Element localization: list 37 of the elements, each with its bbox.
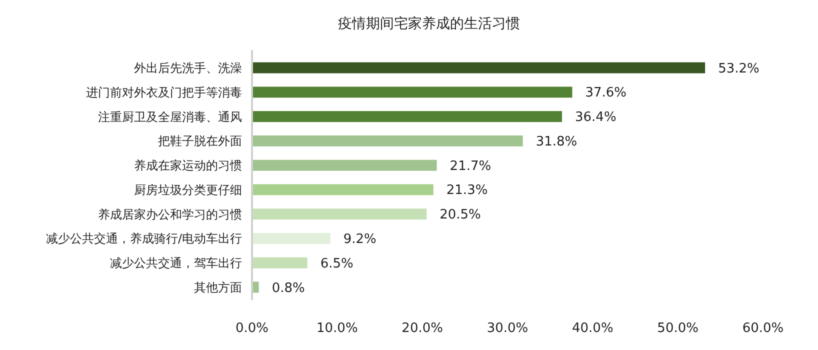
data-label: 37.6% [585, 86, 627, 101]
y-tick-label: 养成在家运动的习惯 [134, 158, 242, 173]
x-tick-label: 50.0% [657, 321, 698, 336]
x-tick-label: 20.0% [402, 321, 443, 336]
data-label: 21.7% [450, 158, 492, 174]
bar [252, 208, 427, 220]
data-label: 21.3% [446, 183, 488, 198]
y-tick-label: 外出后先洗手、洗澡 [134, 61, 242, 75]
data-label: 6.5% [320, 256, 354, 272]
y-tick-label: 减少公共交通，养成骑行/电动车出行 [46, 232, 242, 246]
bar [252, 232, 330, 244]
y-tick-label: 养成居家办公和学习的习惯 [98, 207, 242, 222]
bar [252, 86, 572, 98]
data-label: 0.8% [272, 280, 305, 296]
y-tick-label: 进门前对外衣及门把手等消毒 [86, 85, 242, 100]
x-tick-label: 40.0% [572, 321, 614, 336]
bar [252, 111, 562, 122]
bar [252, 160, 437, 171]
chart-title: 疫情期间宅家养成的生活习惯 [338, 16, 520, 32]
x-tick-label: 60.0% [742, 321, 784, 336]
x-tick-label: 30.0% [486, 321, 528, 336]
bar [252, 62, 706, 74]
data-label: 53.2% [718, 61, 760, 76]
bar [252, 184, 434, 196]
x-tick-label: 0.0% [235, 321, 269, 336]
bar [252, 257, 308, 268]
data-label: 9.2% [343, 232, 376, 247]
y-tick-label: 减少公共交通，驾车出行 [110, 256, 242, 270]
x-tick-label: 10.0% [316, 321, 358, 336]
y-tick-label: 注重厨卫及全屋消毒、通风 [98, 110, 242, 124]
y-tick-label: 把鞋子脱在外面 [158, 134, 242, 148]
y-tick-label: 其他方面 [194, 280, 242, 294]
bar [252, 135, 523, 146]
y-tick-label: 厨房垃圾分类更仔细 [134, 182, 242, 197]
data-label: 20.5% [440, 208, 481, 223]
data-label: 31.8% [536, 134, 578, 150]
data-label: 36.4% [575, 110, 616, 126]
